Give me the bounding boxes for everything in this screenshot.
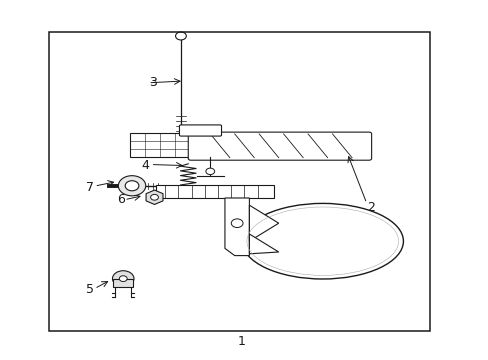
- Circle shape: [231, 219, 243, 228]
- Circle shape: [125, 181, 139, 191]
- Bar: [156, 185, 273, 198]
- Circle shape: [205, 168, 214, 175]
- Polygon shape: [249, 205, 278, 241]
- Ellipse shape: [242, 203, 403, 279]
- FancyBboxPatch shape: [179, 125, 221, 136]
- Text: 6: 6: [117, 193, 125, 206]
- Bar: [49, 32, 429, 331]
- Bar: [129, 133, 190, 157]
- Text: 5: 5: [85, 283, 93, 296]
- Text: 4: 4: [142, 159, 149, 172]
- Circle shape: [119, 276, 127, 282]
- Text: 2: 2: [366, 201, 374, 213]
- Polygon shape: [146, 190, 163, 204]
- FancyBboxPatch shape: [188, 132, 371, 160]
- Text: 3: 3: [149, 76, 157, 89]
- Circle shape: [150, 194, 158, 200]
- Circle shape: [175, 32, 186, 40]
- Circle shape: [118, 176, 145, 196]
- Polygon shape: [224, 198, 249, 256]
- Circle shape: [112, 271, 134, 287]
- Polygon shape: [249, 234, 278, 254]
- Text: 1: 1: [238, 335, 245, 348]
- Bar: [113, 279, 133, 287]
- Text: 7: 7: [85, 181, 93, 194]
